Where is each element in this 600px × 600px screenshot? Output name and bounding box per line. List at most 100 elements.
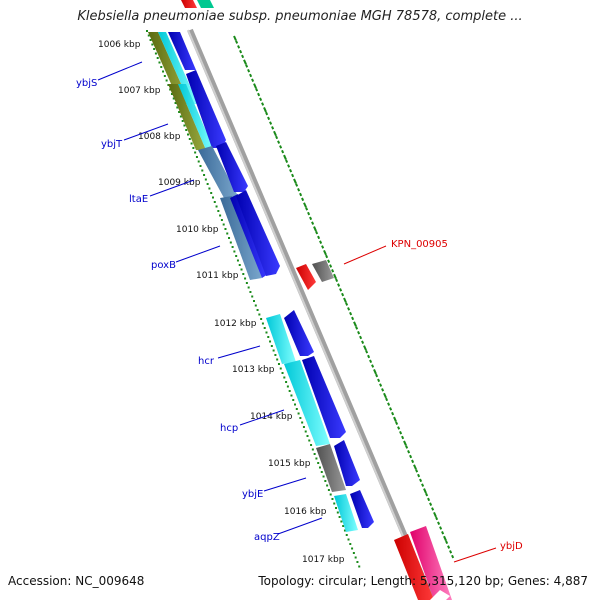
tick-label: 1011 kbp (196, 271, 239, 281)
tick-dot (288, 390, 291, 392)
gc-tick (419, 478, 423, 483)
tick-dot (203, 174, 206, 176)
tick-dot (195, 156, 198, 158)
label-leader-line (217, 345, 261, 359)
gene-label-ybjD[interactable]: ybjD (500, 541, 523, 552)
gene-feature[interactable] (312, 260, 334, 282)
gene-feature[interactable] (296, 264, 316, 290)
tick-dot (226, 232, 229, 235)
gc-tick (381, 388, 385, 392)
gc-tick (375, 373, 379, 378)
tick-dot (261, 322, 264, 325)
gene-feature[interactable] (168, 32, 196, 70)
gc-tick (271, 126, 275, 130)
tick-label: 1012 kbp (214, 319, 257, 329)
gc-tick (405, 445, 409, 449)
tick-dot (286, 385, 289, 388)
tick-dot (163, 75, 166, 77)
gene-feature[interactable] (158, 32, 198, 104)
gc-tick (387, 402, 391, 406)
tick-label: 1010 kbp (176, 225, 219, 235)
gc-tick (331, 269, 335, 273)
tick-dot (167, 84, 170, 86)
gene-feature[interactable] (186, 70, 226, 148)
gene-feature[interactable] (198, 146, 238, 198)
tick-dot (160, 66, 163, 68)
gc-tick (363, 345, 367, 351)
gc-tick (339, 288, 343, 292)
tick-dot (251, 295, 254, 298)
gene-feature[interactable] (230, 194, 268, 278)
gc-tick (279, 145, 283, 149)
gc-tick (301, 197, 305, 202)
gc-tick (249, 73, 253, 78)
tick-dot (245, 282, 248, 284)
tick-dot (244, 277, 247, 280)
gene-label-poxB[interactable]: poxB (151, 260, 176, 271)
gene-feature[interactable] (236, 190, 280, 276)
tick-dot (285, 381, 288, 383)
gene-label-ltaE[interactable]: ltaE (129, 194, 148, 205)
gc-tick (411, 459, 415, 464)
gene-label-hcr[interactable]: hcr (198, 356, 215, 367)
gene-feature[interactable] (216, 142, 248, 192)
gc-tick (251, 78, 255, 82)
gene-label-ybjE[interactable]: ybjE (242, 489, 263, 500)
tick-dot (315, 457, 318, 460)
gene-feature[interactable] (334, 440, 360, 486)
gc-tick (353, 321, 357, 327)
gc-tick (443, 535, 447, 542)
tick-dot (210, 192, 213, 194)
gene-feature[interactable] (430, 590, 450, 600)
tick-dot (235, 255, 238, 257)
tick-label: 1009 kbp (158, 178, 201, 188)
tick-dot (147, 34, 150, 37)
gc-tick (263, 107, 267, 113)
gene-label-KPN_00905[interactable]: KPN_00905 (391, 239, 448, 250)
gene-feature[interactable] (316, 444, 346, 492)
tick-dot (352, 552, 355, 554)
gc-tick (327, 259, 331, 263)
tick-dot (295, 408, 298, 410)
tick-label: 1014 kbp (250, 412, 293, 422)
gene-feature[interactable] (410, 526, 452, 600)
tick-dot (213, 201, 216, 203)
gc-tick (395, 421, 399, 425)
tick-dot (354, 556, 357, 559)
gene-feature[interactable] (168, 84, 206, 150)
tick-dot (211, 196, 214, 199)
gene-label-hcp[interactable]: hcp (220, 423, 238, 434)
tick-dot (151, 43, 154, 46)
tick-dot (329, 493, 332, 496)
gc-tick (241, 54, 245, 59)
gene-feature[interactable] (178, 84, 214, 150)
tick-dot (277, 363, 280, 365)
gene-label-aqpZ[interactable]: aqpZ (254, 532, 280, 543)
tick-dot (236, 259, 239, 262)
gc-tick (333, 273, 337, 280)
tick-dot (292, 399, 295, 401)
gene-label-ybjT[interactable]: ybjT (101, 139, 123, 150)
gene-label-ybjS[interactable]: ybjS (76, 78, 97, 89)
gene-feature[interactable] (220, 196, 262, 280)
tick-dot (228, 237, 231, 239)
gene-feature[interactable] (181, 0, 197, 8)
gene-feature[interactable] (197, 0, 214, 8)
gene-feature[interactable] (394, 534, 434, 600)
gc-tick (347, 307, 351, 311)
gc-tick (377, 378, 381, 383)
gc-tick (295, 183, 299, 187)
right-gene-labels: KPN_00905 ybjD (343, 239, 523, 563)
gene-feature[interactable] (302, 356, 346, 438)
gc-tick (307, 211, 311, 216)
gene-feature[interactable] (266, 314, 296, 364)
tick-dot (178, 111, 181, 113)
gene-feature[interactable] (350, 490, 374, 528)
gene-feature[interactable] (284, 360, 330, 446)
tick-dot (156, 57, 159, 59)
gene-feature[interactable] (334, 494, 358, 532)
tick-dot (283, 376, 286, 379)
tick-label: 1013 kbp (232, 365, 275, 375)
gene-feature[interactable] (284, 310, 314, 356)
